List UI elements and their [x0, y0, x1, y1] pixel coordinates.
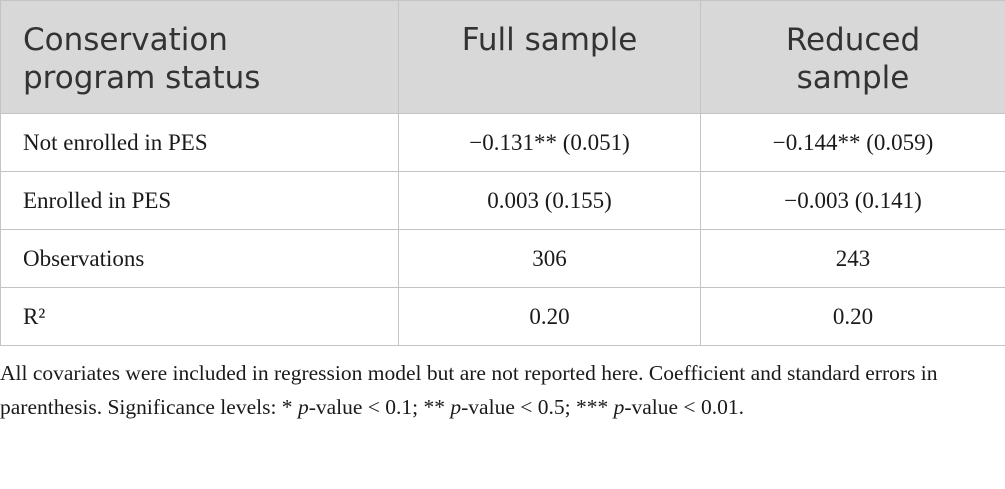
header-text: Conservation program status: [23, 22, 261, 96]
cell: 0.20: [398, 287, 701, 346]
footnote-text: -value < 0.01.: [624, 395, 744, 419]
header-row: Conservation program status Full sample …: [0, 0, 1005, 114]
table-row: R² 0.20 0.20: [0, 287, 1005, 346]
cell: 0.20: [700, 287, 1005, 346]
results-table: Conservation program status Full sample …: [0, 0, 1005, 346]
footnote-text: -value < 0.5; ***: [461, 395, 614, 419]
row-label: Observations: [0, 229, 399, 288]
table-row: Enrolled in PES 0.003 (0.155) −0.003 (0.14…: [0, 171, 1005, 230]
row-label: Not enrolled in PES: [0, 113, 399, 172]
table-row: Observations 306 243: [0, 229, 1005, 288]
cell: −0.003 (0.141): [700, 171, 1005, 230]
footnote-text: p: [613, 395, 625, 419]
row-label: Enrolled in PES: [0, 171, 399, 230]
table-row: Not enrolled in PES −0.131** (0.051) −0.14…: [0, 113, 1005, 172]
table-body: Not enrolled in PES −0.131** (0.051) −0.14…: [0, 113, 1005, 346]
row-label: R²: [0, 287, 399, 346]
header-cell: Conservation program status: [0, 0, 399, 114]
header-text: Full sample: [461, 22, 638, 58]
cell: 243: [700, 229, 1005, 288]
footnote-text: -value < 0.1; **: [308, 395, 451, 419]
footnote-text: p: [297, 395, 309, 419]
footnote-text: All covariates were included in regressi…: [0, 361, 938, 419]
cell: −0.131** (0.051): [398, 113, 701, 172]
header-cell: Full sample: [398, 0, 701, 114]
footnote-text: p: [450, 395, 462, 419]
cell: 0.003 (0.155): [398, 171, 701, 230]
footnote: All covariates were included in regressi…: [0, 356, 1005, 424]
cell: 306: [398, 229, 701, 288]
header-text: Reduced sample: [785, 22, 921, 96]
cell: −0.144** (0.059): [700, 113, 1005, 172]
header-cell: Reduced sample: [700, 0, 1005, 114]
